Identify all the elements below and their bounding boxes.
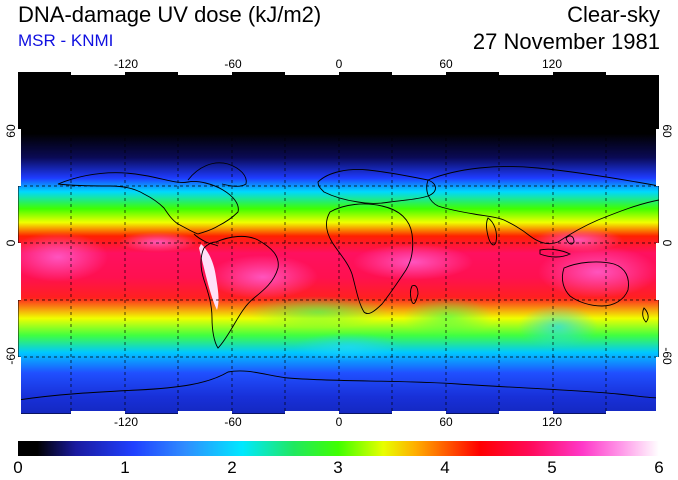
- graticule: [18, 72, 659, 414]
- lon-tick-bottom: 120: [541, 415, 563, 429]
- uv-peak-area: [353, 244, 473, 280]
- lat-tick-right: 60: [660, 124, 674, 138]
- lon-tick-bottom: 60: [439, 415, 453, 429]
- date-label: 27 November 1981: [472, 29, 660, 54]
- madagascar-coast: [410, 285, 419, 305]
- andes-peak: [199, 244, 219, 310]
- uv-peak-area: [533, 228, 623, 252]
- north-america-coast: [57, 172, 239, 235]
- uv-peak-area: [538, 246, 658, 298]
- credit-label: MSR - KNMI: [18, 31, 114, 50]
- lon-tick-bottom: -60: [224, 415, 242, 429]
- scale-label: 4: [440, 458, 450, 477]
- central-america-coast: [193, 233, 219, 247]
- lon-tick-top: 0: [335, 57, 343, 71]
- scale-label: 1: [120, 458, 130, 477]
- australia-coast: [561, 261, 629, 307]
- lat-tick-right: 0: [660, 239, 674, 247]
- uv-peak-area: [118, 232, 198, 252]
- uv-low-area: [518, 305, 598, 349]
- color-scale-bar: [18, 441, 659, 456]
- uv-low-area: [293, 333, 403, 361]
- lon-tick-top: 60: [439, 57, 453, 71]
- lat-tick-left: -60: [4, 347, 18, 365]
- indonesia-coast: [539, 248, 572, 258]
- scale-label: 0: [13, 458, 23, 477]
- lat-tick-left: 60: [4, 124, 18, 138]
- lon-tick-top: 120: [541, 57, 563, 71]
- uv-mid-area: [403, 297, 493, 337]
- new-zealand-coast: [642, 307, 649, 323]
- asia-coast: [426, 166, 659, 245]
- lon-tick-top: -120: [113, 57, 139, 71]
- lon-tick-bottom: -120: [113, 415, 139, 429]
- scale-label: 5: [547, 458, 557, 477]
- sky-condition-label: Clear-sky: [567, 2, 660, 27]
- uv-dose-map: [18, 72, 659, 414]
- coastlines: [18, 162, 659, 401]
- scale-label: 3: [333, 458, 343, 477]
- lon-tick-bottom: 0: [335, 415, 343, 429]
- south-america-coast: [200, 235, 279, 349]
- map-title: DNA-damage UV dose (kJ/m2): [18, 2, 322, 27]
- uv-peak-area: [18, 232, 108, 282]
- uv-peak-area: [208, 255, 318, 299]
- europe-coast: [317, 169, 436, 204]
- philippines-coast: [565, 235, 575, 245]
- scale-label: 2: [227, 458, 237, 477]
- map-frame: [18, 72, 659, 414]
- lat-tick-right: -60: [660, 347, 674, 365]
- scale-label: 6: [654, 458, 664, 477]
- lon-tick-top: -60: [224, 57, 242, 71]
- antarctica-coast: [18, 370, 659, 401]
- india-coast: [486, 217, 497, 246]
- lat-tick-left: 0: [4, 239, 18, 247]
- uv-mid-area: [248, 296, 388, 328]
- africa-coast: [325, 203, 414, 315]
